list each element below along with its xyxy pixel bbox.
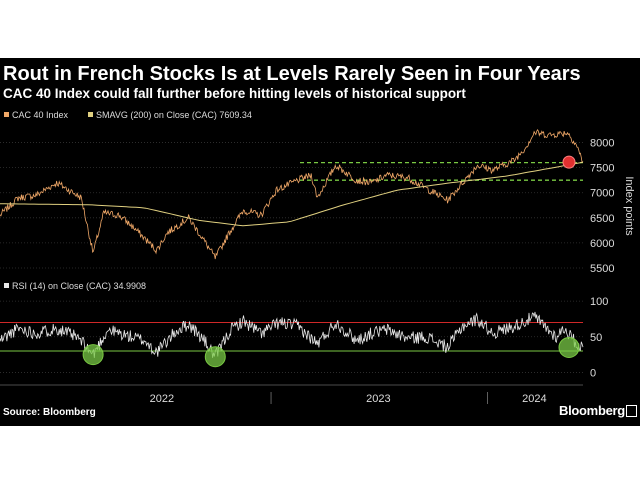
legend-swatch-cac xyxy=(4,112,9,117)
rsi-oversold-marker xyxy=(204,346,226,368)
rsi-y-tick-label: 100 xyxy=(590,296,608,308)
rsi-panel: 100 50 0 xyxy=(0,296,608,379)
rsi-oversold-marker xyxy=(558,336,580,358)
y-axis-label: Index points xyxy=(623,176,635,236)
bloomberg-logo: Bloomberg xyxy=(559,403,625,418)
x-tick-label: 2024 xyxy=(522,393,546,405)
logo-box-icon xyxy=(626,405,637,417)
chart-subtitle: CAC 40 Index could fall further before h… xyxy=(3,86,466,101)
rsi-oversold-marker xyxy=(82,344,104,366)
price-marker-circle xyxy=(562,155,576,169)
price-y-tick-label: 8000 xyxy=(590,138,614,150)
legend-label-cac: CAC 40 Index xyxy=(12,110,69,120)
legend-swatch-rsi xyxy=(4,283,9,288)
x-axis: 2022 2023 2024 xyxy=(0,384,583,405)
smavg-series-line xyxy=(0,161,584,227)
price-y-tick-label: 7500 xyxy=(590,163,614,175)
price-y-tick-label: 6000 xyxy=(590,238,614,250)
price-panel: 8000 7500 7000 6500 6000 5500 xyxy=(0,128,614,275)
price-y-tick-label: 5500 xyxy=(590,263,614,275)
legend-label-smavg: SMAVG (200) on Close (CAC) 7609.34 xyxy=(96,110,252,120)
source-note: Source: Bloomberg xyxy=(3,407,96,418)
chart-panel xyxy=(0,58,640,426)
x-tick-label: 2022 xyxy=(150,393,174,405)
x-tick-label: 2023 xyxy=(366,393,390,405)
rsi-y-tick-label: 0 xyxy=(590,367,596,379)
legend-swatch-smavg xyxy=(88,112,93,117)
rsi-y-tick-label: 50 xyxy=(590,332,602,344)
cac-series-line xyxy=(0,128,584,260)
chart-title: Rout in French Stocks Is at Levels Rarel… xyxy=(3,63,581,85)
price-y-tick-label: 6500 xyxy=(590,213,614,225)
legend-label-rsi: RSI (14) on Close (CAC) 34.9908 xyxy=(12,281,146,291)
price-y-tick-label: 7000 xyxy=(590,188,614,200)
